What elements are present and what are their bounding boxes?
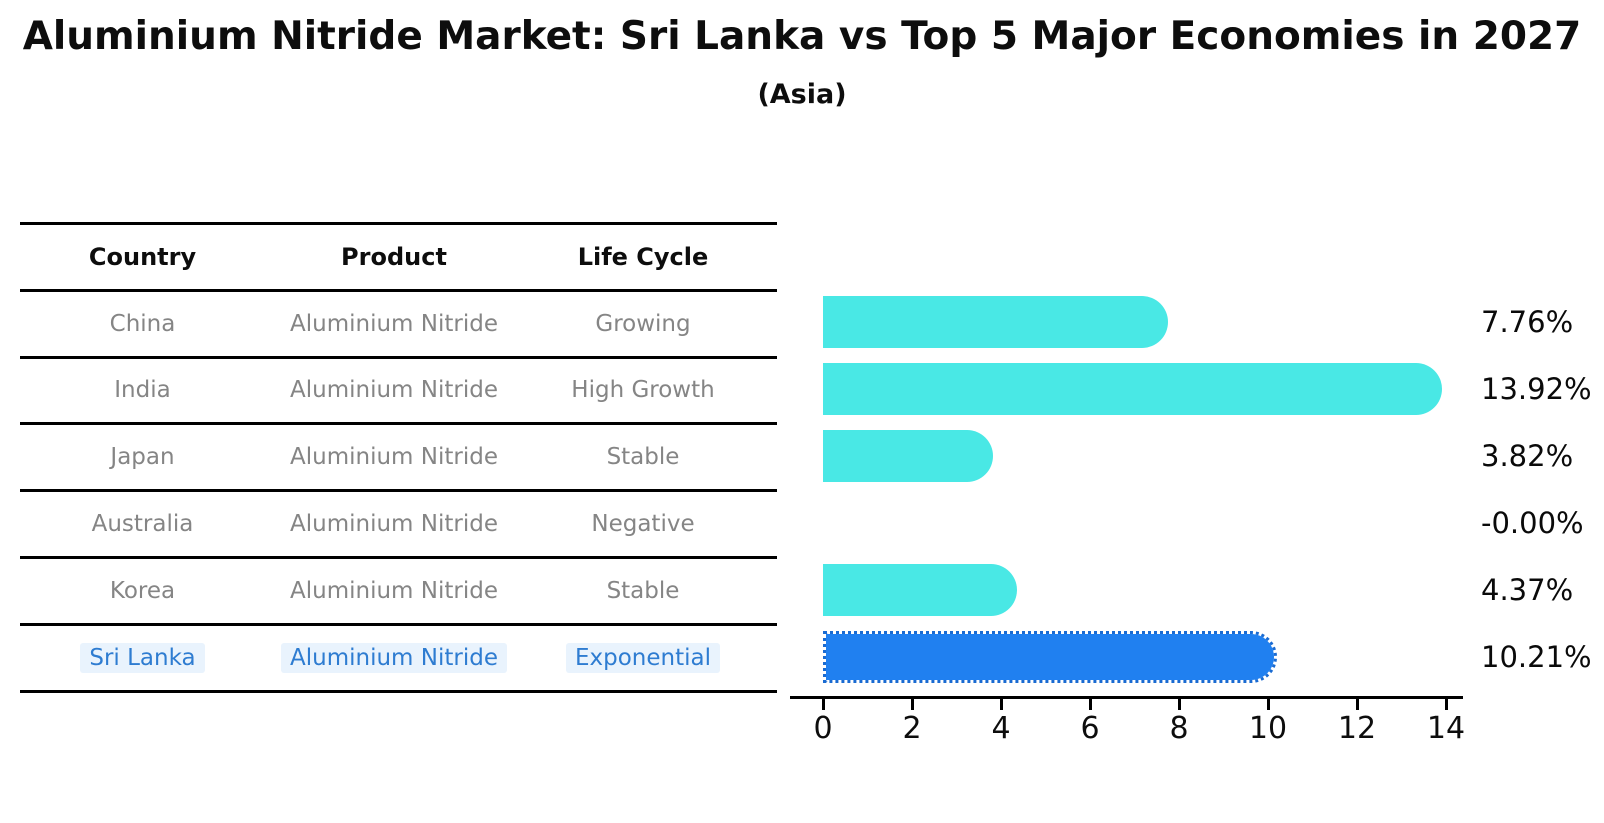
x-tick-mark bbox=[1177, 699, 1181, 710]
cell-country: Sri Lanka bbox=[80, 642, 205, 673]
cell-life-cycle: Growing bbox=[595, 310, 691, 337]
value-label-sri-lanka: 10.21% bbox=[1481, 639, 1592, 674]
column-header-product: Product bbox=[341, 242, 447, 271]
bar-sri-lanka bbox=[823, 630, 1278, 683]
page-subtitle: (Asia) bbox=[757, 79, 847, 110]
x-tick-mark bbox=[1444, 699, 1448, 710]
cell-life-cycle: Negative bbox=[591, 511, 695, 538]
cell-life-cycle: Stable bbox=[606, 577, 680, 604]
x-tick-mark bbox=[1088, 699, 1092, 710]
x-tick-label: 4 bbox=[991, 711, 1011, 746]
column-header-life-cycle: Life Cycle bbox=[577, 242, 709, 271]
x-tick-mark bbox=[1266, 699, 1270, 710]
cell-product: Aluminium Nitride bbox=[290, 310, 498, 337]
value-label-china: 7.76% bbox=[1481, 305, 1574, 340]
table-row-india: India Aluminium Nitride High Growth bbox=[20, 359, 777, 426]
x-tick-mark bbox=[910, 699, 914, 710]
x-tick-label: 12 bbox=[1337, 711, 1377, 746]
value-label-india: 13.92% bbox=[1481, 372, 1592, 407]
value-label-japan: 3.82% bbox=[1481, 439, 1574, 474]
cell-country: Japan bbox=[110, 444, 175, 471]
cell-product: Aluminium Nitride bbox=[281, 642, 507, 673]
value-label-korea: 4.37% bbox=[1481, 572, 1574, 607]
value-label-australia: -0.00% bbox=[1481, 505, 1584, 540]
table-header-row: Country Product Life Cycle bbox=[20, 225, 777, 292]
cell-life-cycle: Stable bbox=[606, 444, 680, 471]
cell-country: Australia bbox=[91, 511, 194, 538]
cell-product: Aluminium Nitride bbox=[290, 444, 498, 471]
x-tick-label: 14 bbox=[1426, 711, 1466, 746]
table-row-sri-lanka: Sri Lanka Aluminium Nitride Exponential bbox=[20, 626, 777, 693]
x-axis-line bbox=[790, 696, 1463, 699]
x-tick-label: 6 bbox=[1080, 711, 1100, 746]
bar-korea bbox=[823, 563, 1018, 616]
cell-country: India bbox=[114, 377, 171, 404]
page-title: Aluminium Nitride Market: Sri Lanka vs T… bbox=[22, 14, 1582, 59]
x-tick-label: 8 bbox=[1169, 711, 1189, 746]
cell-life-cycle: High Growth bbox=[571, 377, 715, 404]
x-tick-mark bbox=[999, 699, 1003, 710]
x-tick-label: 2 bbox=[902, 711, 922, 746]
cell-product: Aluminium Nitride bbox=[290, 577, 498, 604]
bar-japan bbox=[823, 430, 993, 483]
x-tick-label: 0 bbox=[813, 711, 833, 746]
column-header-country: Country bbox=[88, 242, 197, 271]
table-row-australia: Australia Aluminium Nitride Negative bbox=[20, 492, 777, 559]
table-row-china: China Aluminium Nitride Growing bbox=[20, 292, 777, 359]
table-row-japan: Japan Aluminium Nitride Stable bbox=[20, 425, 777, 493]
table-row-korea: Korea Aluminium Nitride Stable bbox=[20, 559, 777, 626]
cell-life-cycle: Exponential bbox=[565, 642, 720, 673]
bar-china bbox=[823, 296, 1169, 349]
cell-product: Aluminium Nitride bbox=[290, 377, 498, 404]
cell-country: China bbox=[109, 310, 176, 337]
cell-product: Aluminium Nitride bbox=[290, 511, 498, 538]
cell-country: Korea bbox=[109, 577, 176, 604]
x-tick-mark bbox=[1355, 699, 1359, 710]
x-tick-mark bbox=[821, 699, 825, 710]
comparison-table: Country Product Life Cycle China Aluminiu… bbox=[20, 222, 777, 693]
bar-india bbox=[823, 363, 1443, 416]
x-tick-label: 10 bbox=[1248, 711, 1288, 746]
